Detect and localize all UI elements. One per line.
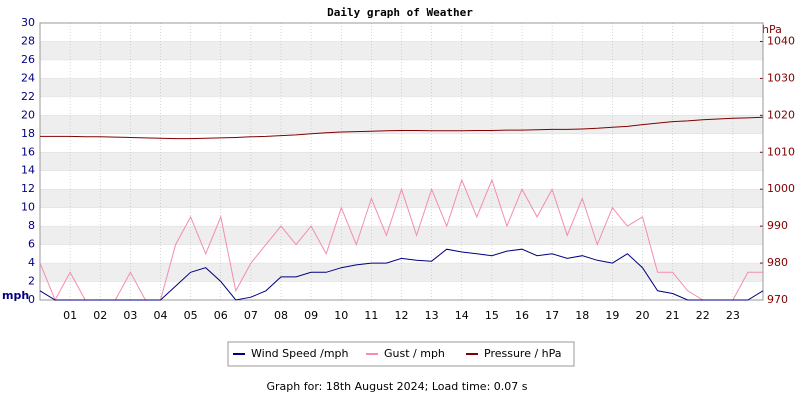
y2-tick-label: 1020 — [767, 108, 795, 121]
y-tick-label: 6 — [28, 238, 35, 251]
y-tick-label: 0 — [28, 293, 35, 306]
x-tick-label: 10 — [334, 309, 348, 322]
x-tick-label: 15 — [485, 309, 499, 322]
x-tick-label: 02 — [93, 309, 107, 322]
x-tick-label: 23 — [726, 309, 740, 322]
y-tick-label: 30 — [21, 16, 35, 29]
x-tick-label: 13 — [425, 309, 439, 322]
x-tick-label: 21 — [666, 309, 680, 322]
legend-box — [227, 341, 575, 367]
legend-label: Pressure / hPa — [484, 347, 562, 360]
x-tick-label: 06 — [214, 309, 228, 322]
y2-axis-label: hPa — [762, 23, 782, 36]
y2-tick-label: 1040 — [767, 34, 795, 47]
y-tick-label: 20 — [21, 108, 35, 121]
caption: Graph for: 18th August 2024; Load time: … — [267, 380, 528, 393]
y2-tick-label: 1000 — [767, 182, 795, 195]
y-tick-label: 2 — [28, 275, 35, 288]
legend-label: Gust / mph — [384, 347, 445, 360]
y-tick-label: 12 — [21, 182, 35, 195]
y-tick-label: 14 — [21, 164, 35, 177]
x-tick-label: 05 — [184, 309, 198, 322]
x-tick-label: 20 — [636, 309, 650, 322]
background-band — [40, 78, 763, 97]
legend-label: Wind Speed /mph — [251, 347, 349, 360]
x-tick-label: 01 — [63, 309, 77, 322]
y-tick-label: 24 — [21, 71, 35, 84]
x-tick-label: 12 — [395, 309, 409, 322]
x-tick-label: 04 — [154, 309, 168, 322]
x-tick-label: 09 — [304, 309, 318, 322]
x-tick-label: 22 — [696, 309, 710, 322]
x-tick-label: 16 — [515, 309, 529, 322]
y2-tick-label: 980 — [767, 256, 788, 269]
x-tick-label: 14 — [455, 309, 469, 322]
y-tick-label: 4 — [28, 256, 35, 269]
y2-tick-label: 990 — [767, 219, 788, 232]
x-tick-label: 11 — [364, 309, 378, 322]
plot-border — [39, 22, 764, 301]
y-axis-label: mph — [2, 289, 29, 302]
y-tick-label: 18 — [21, 127, 35, 140]
y2-tick-label: 1030 — [767, 71, 795, 84]
legend: Wind Speed /mph Gust / mph Pressure / hPa — [227, 341, 575, 367]
x-tick-label: 19 — [605, 309, 619, 322]
x-tick-label: 03 — [123, 309, 137, 322]
y-tick-label: 28 — [21, 34, 35, 47]
x-tick-label: 17 — [545, 309, 559, 322]
x-tick-label: 18 — [575, 309, 589, 322]
y-tick-label: 22 — [21, 90, 35, 103]
y2-tick-label: 1010 — [767, 145, 795, 158]
y-tick-label: 26 — [21, 53, 35, 66]
y-tick-label: 10 — [21, 201, 35, 214]
y-tick-label: 8 — [28, 219, 35, 232]
x-tick-label: 07 — [244, 309, 258, 322]
y2-tick-label: 970 — [767, 293, 788, 306]
x-tick-label: 08 — [274, 309, 288, 322]
y-tick-label: 16 — [21, 145, 35, 158]
series-line — [40, 116, 764, 140]
chart-title: Daily graph of Weather — [327, 6, 473, 19]
series-line — [39, 248, 764, 301]
background-band — [40, 226, 763, 245]
